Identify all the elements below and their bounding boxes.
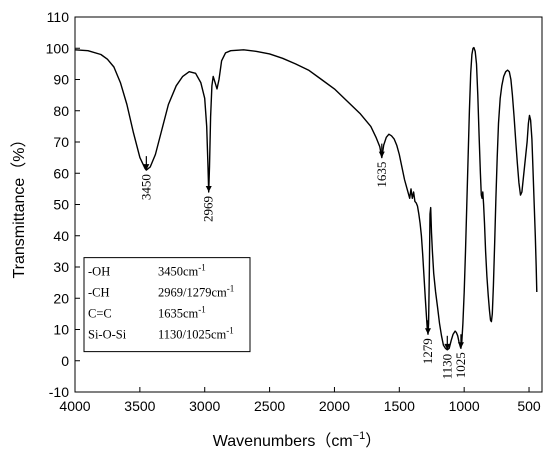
peak-arrowhead xyxy=(143,164,150,171)
y-tick-label: 110 xyxy=(47,9,70,25)
peak-label: 3450 xyxy=(138,174,153,200)
x-tick-label: 3500 xyxy=(124,398,155,414)
x-tick-label: 4000 xyxy=(59,398,90,414)
x-tick-label: 1000 xyxy=(449,398,480,414)
peak-arrowhead xyxy=(444,343,451,350)
x-tick-label: 2500 xyxy=(254,398,285,414)
y-tick-label: 30 xyxy=(53,259,69,275)
legend-value-main: 1130/1025cm xyxy=(158,328,227,342)
legend-group: Si-O-Si xyxy=(88,328,127,342)
y-tick-label: 40 xyxy=(53,228,69,244)
legend-value-sup: -1 xyxy=(198,305,206,315)
y-tick-label: 100 xyxy=(46,40,70,56)
x-axis-title: Wavenumbers（cm−1） xyxy=(213,430,381,450)
legend-group: -CH xyxy=(88,286,110,300)
legend-value: 3450cm-1 xyxy=(158,263,206,279)
legend-value-main: 3450cm xyxy=(158,265,199,279)
x-axis-title-sup: −1 xyxy=(353,430,366,442)
y-tick-label: 70 xyxy=(53,134,69,150)
x-axis-title-close: ） xyxy=(365,432,381,450)
peak-label: 1279 xyxy=(420,338,435,364)
legend-frame xyxy=(83,257,251,353)
legend-group: -OH xyxy=(88,265,110,279)
x-tick-label: 2000 xyxy=(319,398,350,414)
curve-layer xyxy=(74,46,538,351)
legend-value-sup: -1 xyxy=(227,284,235,294)
peak-label: 1635 xyxy=(374,162,389,188)
x-axis-title-main: Wavenumbers（cm xyxy=(213,432,353,450)
legend-value-sup: -1 xyxy=(226,326,234,336)
x-tick-label: 1500 xyxy=(384,398,415,414)
legend-value: 2969/1279cm-1 xyxy=(158,284,234,300)
y-tick-label: -10 xyxy=(49,384,69,400)
peak-label: 1130 xyxy=(439,354,454,380)
axis-ticks: 4000 3500 3000 2500 2000 1500 1000 500 -10 0 10 20 3… xyxy=(46,9,541,414)
legend-box: -OH 3450cm-1-CH 2969/1279cm-1C=C 1635cm-1Si… xyxy=(83,257,251,353)
legend-value-main: 1635cm xyxy=(158,307,199,321)
y-axis-title: Transmittance（%） xyxy=(10,131,28,278)
y-tick-label: 0 xyxy=(61,353,69,369)
legend-group: C=C xyxy=(88,307,112,321)
legend-value-main: 2969/1279cm xyxy=(158,286,227,300)
legend-value-sup: -1 xyxy=(198,263,206,273)
peak-label: 2969 xyxy=(201,196,216,222)
y-tick-label: 90 xyxy=(53,72,69,88)
y-tick-label: 20 xyxy=(53,290,69,306)
y-tick-label: 50 xyxy=(53,197,69,213)
peak-arrowhead xyxy=(424,328,431,335)
transmittance-curve xyxy=(74,46,538,351)
peak-arrowhead xyxy=(378,151,385,158)
y-tick-label: 60 xyxy=(53,165,69,181)
y-tick-label: 10 xyxy=(53,322,69,338)
peak-label: 1025 xyxy=(453,352,468,378)
x-tick-label: 3000 xyxy=(189,398,220,414)
legend-value: 1635cm-1 xyxy=(158,305,206,321)
y-tick-label: 80 xyxy=(53,103,69,119)
x-tick-label: 500 xyxy=(517,398,541,414)
peak-arrowhead xyxy=(457,342,464,349)
peak-arrowhead xyxy=(205,186,212,192)
legend-value: 1130/1025cm-1 xyxy=(158,326,234,342)
